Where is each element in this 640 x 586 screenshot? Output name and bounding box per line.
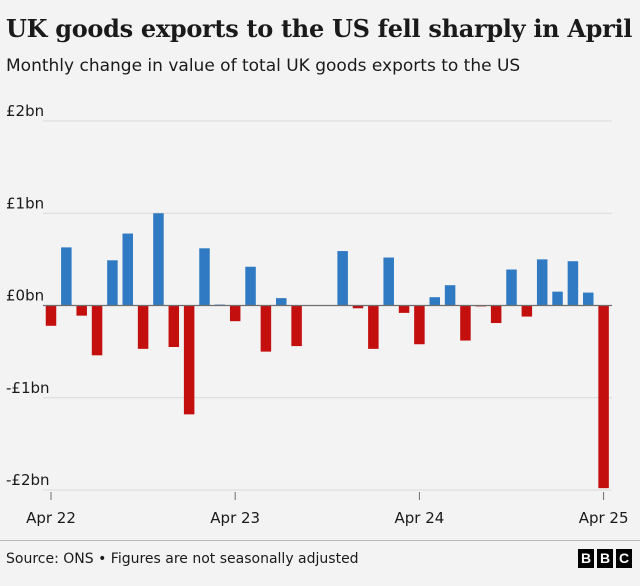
bar <box>429 297 440 306</box>
bar <box>583 292 594 306</box>
chart-title: UK goods exports to the US fell sharply … <box>6 14 633 43</box>
bar <box>368 305 379 349</box>
y-tick-label: -£2bn <box>6 471 50 489</box>
footer-divider <box>0 540 640 541</box>
bar <box>137 305 149 349</box>
bar <box>490 305 502 324</box>
bar <box>352 305 364 309</box>
bbc-logo: B B C <box>578 549 632 568</box>
bar <box>122 233 133 306</box>
bar-chart: £2bn £1bn £0bn -£1bn -£2bn Apr 22 Apr 23 Apr 24… <box>6 102 629 527</box>
bar <box>183 305 195 415</box>
source-note: Source: ONS • Figures are not seasonally… <box>6 551 359 567</box>
bar <box>260 305 272 352</box>
bar <box>337 251 348 306</box>
bar <box>567 261 579 306</box>
bar <box>76 305 87 316</box>
bar <box>199 248 210 306</box>
chart-subtitle: Monthly change in value of total UK good… <box>6 56 521 76</box>
bar <box>536 259 548 306</box>
bar <box>414 305 425 345</box>
x-tick-label: Apr 25 <box>579 509 629 527</box>
y-tick-label: £0bn <box>6 287 44 305</box>
x-tick-label: Apr 22 <box>26 509 76 527</box>
bar <box>107 260 118 306</box>
bar <box>552 291 563 306</box>
bbc-logo-letter: B <box>578 549 594 568</box>
x-tick-label: Apr 24 <box>394 509 444 527</box>
bar <box>383 257 394 306</box>
bar <box>61 247 72 306</box>
bar <box>91 305 103 356</box>
bar <box>506 269 517 306</box>
bar <box>291 305 302 347</box>
bar <box>398 305 410 313</box>
y-tick-label: £1bn <box>6 194 44 212</box>
x-tick-label: Apr 23 <box>210 509 260 527</box>
bar <box>45 305 57 326</box>
bar <box>153 213 164 306</box>
bar <box>460 305 471 341</box>
bar <box>444 285 456 306</box>
y-tick-label: -£1bn <box>6 379 50 397</box>
bar <box>598 305 609 489</box>
y-tick-label: £2bn <box>6 102 44 120</box>
bar <box>521 305 533 317</box>
bar <box>276 298 287 306</box>
bar <box>168 305 180 348</box>
bar <box>229 305 241 322</box>
bbc-logo-letter: B <box>597 549 613 568</box>
bbc-logo-letter: C <box>616 549 632 568</box>
bar <box>245 266 256 306</box>
